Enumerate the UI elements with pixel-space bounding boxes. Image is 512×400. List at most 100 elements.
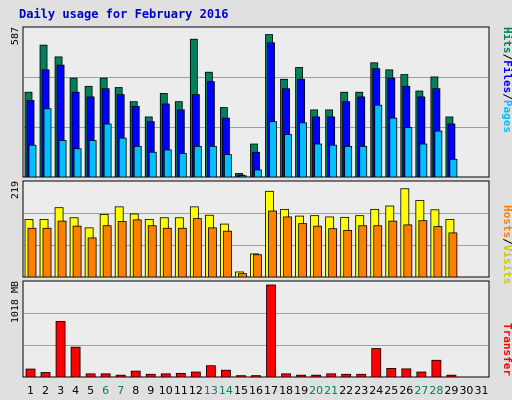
hosts-bar <box>27 227 37 278</box>
day-label: 25 <box>384 384 398 397</box>
hosts-bar <box>448 232 458 278</box>
hosts-bar <box>343 229 353 278</box>
hosts-bar <box>177 227 187 278</box>
visits-label: Visits <box>501 245 512 285</box>
transfer-label: Transfer <box>501 323 512 376</box>
chart-title: Daily usage for February 2016 <box>19 7 229 21</box>
transfer-bar <box>371 348 382 378</box>
visits-hosts-bars <box>24 188 458 278</box>
transfer-bar <box>40 372 51 378</box>
hosts-bar <box>147 225 157 278</box>
pages-bar <box>374 104 383 178</box>
separator: / <box>501 93 512 100</box>
transfer-bar <box>386 368 397 378</box>
transfer-bar <box>311 374 322 378</box>
pages-bar <box>148 151 157 178</box>
day-label: 29 <box>444 384 458 397</box>
pages-bar <box>284 134 292 178</box>
x-axis-day-labels: 1 2 3 4 5 6 7 8 9 10 11 12 13 14 15 16 17 18 19 20 21 22 23 24 2… <box>27 384 488 397</box>
transfer-bar <box>236 375 246 378</box>
hosts-bar <box>418 220 428 278</box>
hosts-bar <box>132 219 142 278</box>
pages-bar <box>28 144 37 178</box>
hits-files-pages-bars <box>24 34 458 178</box>
hosts-bar <box>42 227 52 278</box>
hosts-bar <box>313 225 323 278</box>
transfer-bar <box>266 284 276 378</box>
day-label: 24 <box>369 384 383 397</box>
hosts-bar <box>253 254 262 278</box>
day-label: 13 <box>204 384 218 397</box>
day-label: 23 <box>354 384 368 397</box>
hosts-bar <box>298 223 307 278</box>
pages-bar <box>43 108 52 178</box>
day-label: 10 <box>159 384 173 397</box>
panel-frame <box>22 280 490 378</box>
transfer-bars <box>25 284 457 378</box>
transfer-bar <box>100 373 111 378</box>
pages-bar <box>344 145 353 178</box>
hosts-bar <box>358 225 368 278</box>
transfer-bar <box>25 368 36 378</box>
transfer-bar <box>115 374 126 378</box>
pages-bar <box>404 127 413 178</box>
right-axis-label: Hosts/Visits <box>501 205 512 285</box>
day-label: 6 <box>102 384 109 397</box>
transfer-bar <box>281 373 291 378</box>
pages-bar <box>133 145 142 178</box>
hosts-bar <box>192 218 202 278</box>
right-axis-label: Hits/Files/Pages <box>501 27 512 133</box>
y-max-label: 587 <box>10 27 21 45</box>
pages-bar <box>389 117 398 178</box>
transfer-bar <box>160 373 171 378</box>
pages-bar <box>88 140 97 178</box>
day-label: 22 <box>339 384 353 397</box>
pages-bar <box>58 140 67 178</box>
files-label: Files <box>501 60 512 93</box>
transfer-bar <box>341 373 352 378</box>
day-label: 19 <box>294 384 308 397</box>
pages-label: Pages <box>501 100 512 133</box>
hosts-bar <box>117 221 127 278</box>
pages-bar <box>178 153 187 178</box>
hosts-bar <box>433 226 443 278</box>
day-label: 28 <box>429 384 443 397</box>
pages-bar <box>193 145 202 178</box>
pages-bar <box>73 148 82 178</box>
pages-bar <box>359 145 368 178</box>
pages-bar <box>163 149 172 178</box>
day-label: 26 <box>399 384 413 397</box>
hosts-bar <box>72 225 82 278</box>
separator: / <box>501 238 512 245</box>
day-label: 18 <box>279 384 293 397</box>
transfer-bar <box>175 372 186 378</box>
hosts-bar <box>328 228 338 278</box>
transfer-bar <box>326 373 337 378</box>
pages-bar <box>208 145 217 178</box>
day-label: 12 <box>189 384 203 397</box>
hosts-bar <box>373 225 383 278</box>
hosts-bar <box>102 225 112 278</box>
pages-bar <box>419 143 428 178</box>
day-label: 21 <box>324 384 338 397</box>
separator: / <box>501 54 512 61</box>
day-label: 27 <box>414 384 428 397</box>
day-label: 4 <box>72 384 79 397</box>
transfer-bar <box>145 373 156 378</box>
day-label: 20 <box>309 384 323 397</box>
transfer-bar <box>190 371 201 378</box>
day-label: 16 <box>249 384 263 397</box>
pages-bar <box>314 143 323 178</box>
transfer-bar <box>205 365 216 378</box>
hosts-bar <box>87 237 97 278</box>
pages-bar <box>103 123 112 178</box>
visits-hosts-panel: 219 Hosts/Visits <box>10 180 512 285</box>
hosts-bar <box>403 224 413 278</box>
hits-files-pages-panel: 587 Hits/Files/Pages <box>10 26 512 178</box>
transfer-bar <box>130 370 141 378</box>
hosts-bar <box>268 210 277 278</box>
hosts-bar <box>162 227 172 278</box>
hosts-bar <box>388 220 398 278</box>
pages-bar <box>329 144 338 178</box>
